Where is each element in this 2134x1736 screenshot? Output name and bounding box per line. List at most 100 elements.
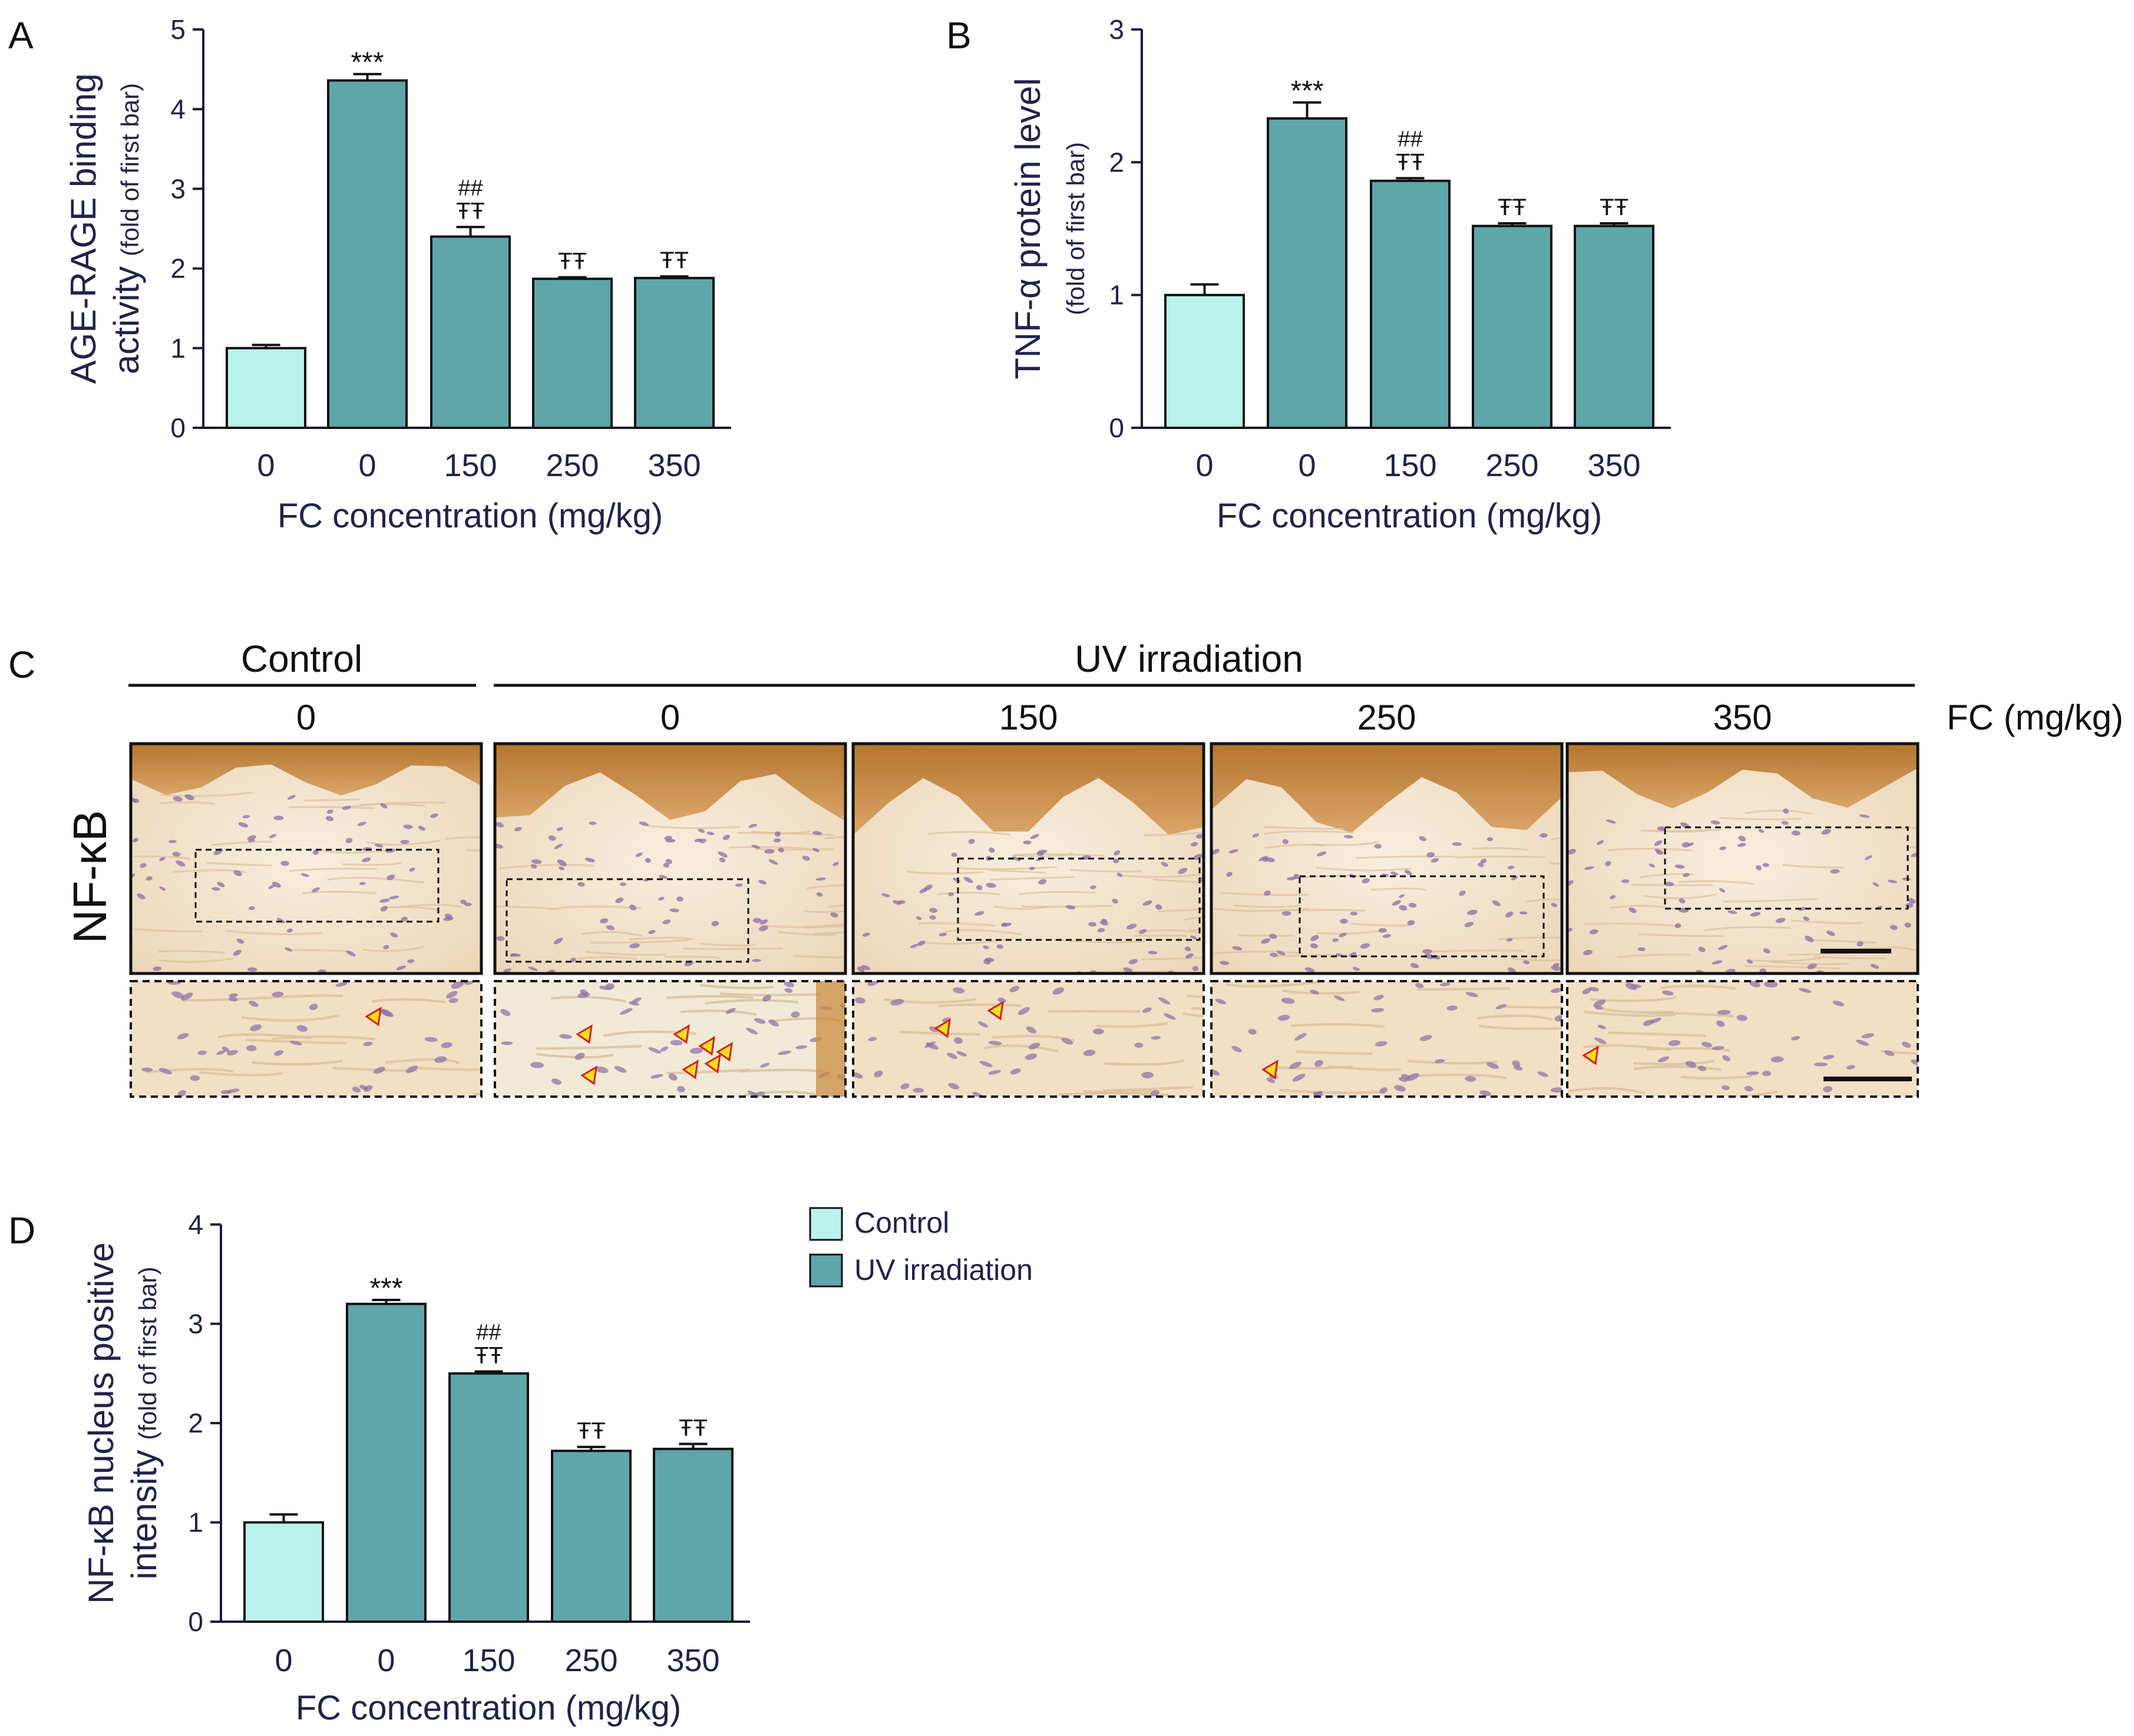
- micrograph-column: 250: [1210, 698, 1564, 1098]
- y-tick-label: 3: [188, 1309, 203, 1339]
- y-tick-label: 4: [170, 94, 186, 124]
- zoom-region: [194, 849, 440, 923]
- bar: [448, 1372, 529, 1623]
- row-label-nfkb: NF-κB: [64, 810, 116, 944]
- x-tick-label: 0: [358, 448, 376, 483]
- x-tick-label: 0: [377, 1643, 395, 1678]
- group-label-control: Control: [241, 638, 362, 680]
- bar: [243, 1521, 324, 1623]
- y-tick-label: 3: [170, 173, 186, 204]
- x-tick-label: 250: [564, 1643, 617, 1678]
- y-tick-label: 0: [1109, 412, 1124, 443]
- arrowhead-marker: [365, 1006, 382, 1027]
- x-axis-label: FC concentration (mg/kg): [1217, 497, 1602, 535]
- panel-letter-a: A: [8, 14, 34, 57]
- legend-swatch-control: [809, 1207, 843, 1241]
- y-axis-label: AGE-RAGE binding: [64, 74, 103, 384]
- micrograph-fc-label: 0: [660, 698, 680, 737]
- significance-marker: ##: [476, 1320, 501, 1345]
- x-tick-label: 250: [546, 448, 599, 483]
- micrograph-image: [853, 744, 1204, 973]
- legend-label-control: Control: [854, 1206, 949, 1239]
- y-tick-label: 5: [170, 14, 186, 45]
- y-tick-label: 2: [1109, 147, 1124, 177]
- y-tick-label: 1: [1109, 280, 1124, 311]
- zoom-region: [957, 857, 1201, 941]
- x-tick-label: 150: [1383, 448, 1436, 483]
- scale-bar: [1824, 1077, 1912, 1081]
- bar: [226, 346, 306, 429]
- arrowhead-marker: [576, 1024, 593, 1044]
- micrograph-image: [495, 744, 845, 973]
- micrograph-zoom-image: [131, 981, 481, 1097]
- x-tick-label: 150: [444, 448, 497, 483]
- micrograph-image: [1211, 744, 1562, 973]
- y-tick-label: 1: [188, 1507, 203, 1538]
- y-tick-label: 1: [170, 333, 186, 364]
- micrograph-panel: Control UV irradiation FC (mg/kg) NF-κB …: [64, 638, 2123, 1098]
- legend-label-uv: UV irradiation: [854, 1253, 1033, 1286]
- y-tick-label: 4: [188, 1209, 203, 1240]
- significance-marker: ***: [351, 47, 384, 78]
- arrowhead-marker: [934, 1018, 951, 1038]
- micrograph-fc-label: 250: [1357, 698, 1416, 737]
- arrowhead-marker: [682, 1060, 699, 1080]
- x-tick-label: 0: [275, 1643, 292, 1678]
- y-tick-label: 0: [188, 1606, 203, 1637]
- arrowhead-marker: [1261, 1060, 1279, 1080]
- bar: [634, 276, 715, 429]
- y-tick-label: 2: [170, 253, 186, 284]
- x-tick-label: 350: [648, 448, 701, 483]
- significance-marker: ŦŦ: [660, 247, 689, 273]
- y-axis-label: NF-κB nucleus positive: [81, 1242, 121, 1604]
- panel-letter-b: B: [946, 14, 972, 57]
- y-axis-label: TNF-α protein level: [1008, 78, 1048, 379]
- y-axis-label-2: activity (fold of first bar): [107, 83, 146, 374]
- significance-marker: ŦŦ: [456, 198, 485, 224]
- micrograph-zoom-image: [1211, 981, 1562, 1097]
- significance-marker: ŦŦ: [679, 1415, 708, 1441]
- significance-marker: ŦŦ: [1600, 194, 1628, 220]
- x-tick-label: 250: [1485, 448, 1538, 483]
- panel-letter-d: D: [8, 1209, 35, 1252]
- micrograph-zoom-image: [495, 981, 845, 1097]
- micrograph-column: 0: [493, 698, 847, 1098]
- bar: [551, 1450, 632, 1623]
- bar: [1574, 225, 1654, 429]
- bar: [532, 278, 613, 429]
- micrograph-column: 350: [1565, 698, 1920, 1098]
- arrowhead-marker: [580, 1065, 597, 1085]
- zoom-region: [1299, 875, 1545, 958]
- arrowhead-marker: [987, 1001, 1004, 1021]
- zoom-region: [1664, 826, 1909, 910]
- micrograph-image: [131, 744, 481, 973]
- significance-marker: ##: [1398, 127, 1422, 151]
- bar: [1370, 179, 1451, 429]
- arrowhead-marker: [1582, 1045, 1599, 1065]
- legend-swatch-uv: [809, 1253, 843, 1288]
- zoom-region: [506, 878, 749, 963]
- x-tick-label: 350: [1587, 448, 1640, 483]
- scale-bar: [1821, 949, 1891, 953]
- legend: Control UV irradiation: [809, 1206, 1033, 1288]
- x-tick-label: 0: [257, 448, 275, 483]
- significance-marker: ##: [458, 176, 483, 200]
- x-axis-label: FC concentration (mg/kg): [278, 497, 663, 535]
- y-tick-label: 2: [188, 1408, 203, 1438]
- arrowhead-marker: [673, 1024, 690, 1044]
- significance-marker: ŦŦ: [577, 1418, 606, 1444]
- micrograph-fc-label: 150: [999, 698, 1058, 737]
- micrograph-fc-label: 0: [296, 698, 316, 737]
- micrograph-image: [1567, 744, 1918, 973]
- bar: [1164, 293, 1245, 429]
- micrograph-fc-label: 350: [1713, 698, 1772, 737]
- significance-marker: ŦŦ: [558, 248, 587, 274]
- x-tick-label: 150: [462, 1643, 515, 1678]
- x-axis-label: FC concentration (mg/kg): [296, 1689, 681, 1727]
- micrograph-zoom-image: [853, 981, 1204, 1097]
- bar: [346, 1302, 427, 1623]
